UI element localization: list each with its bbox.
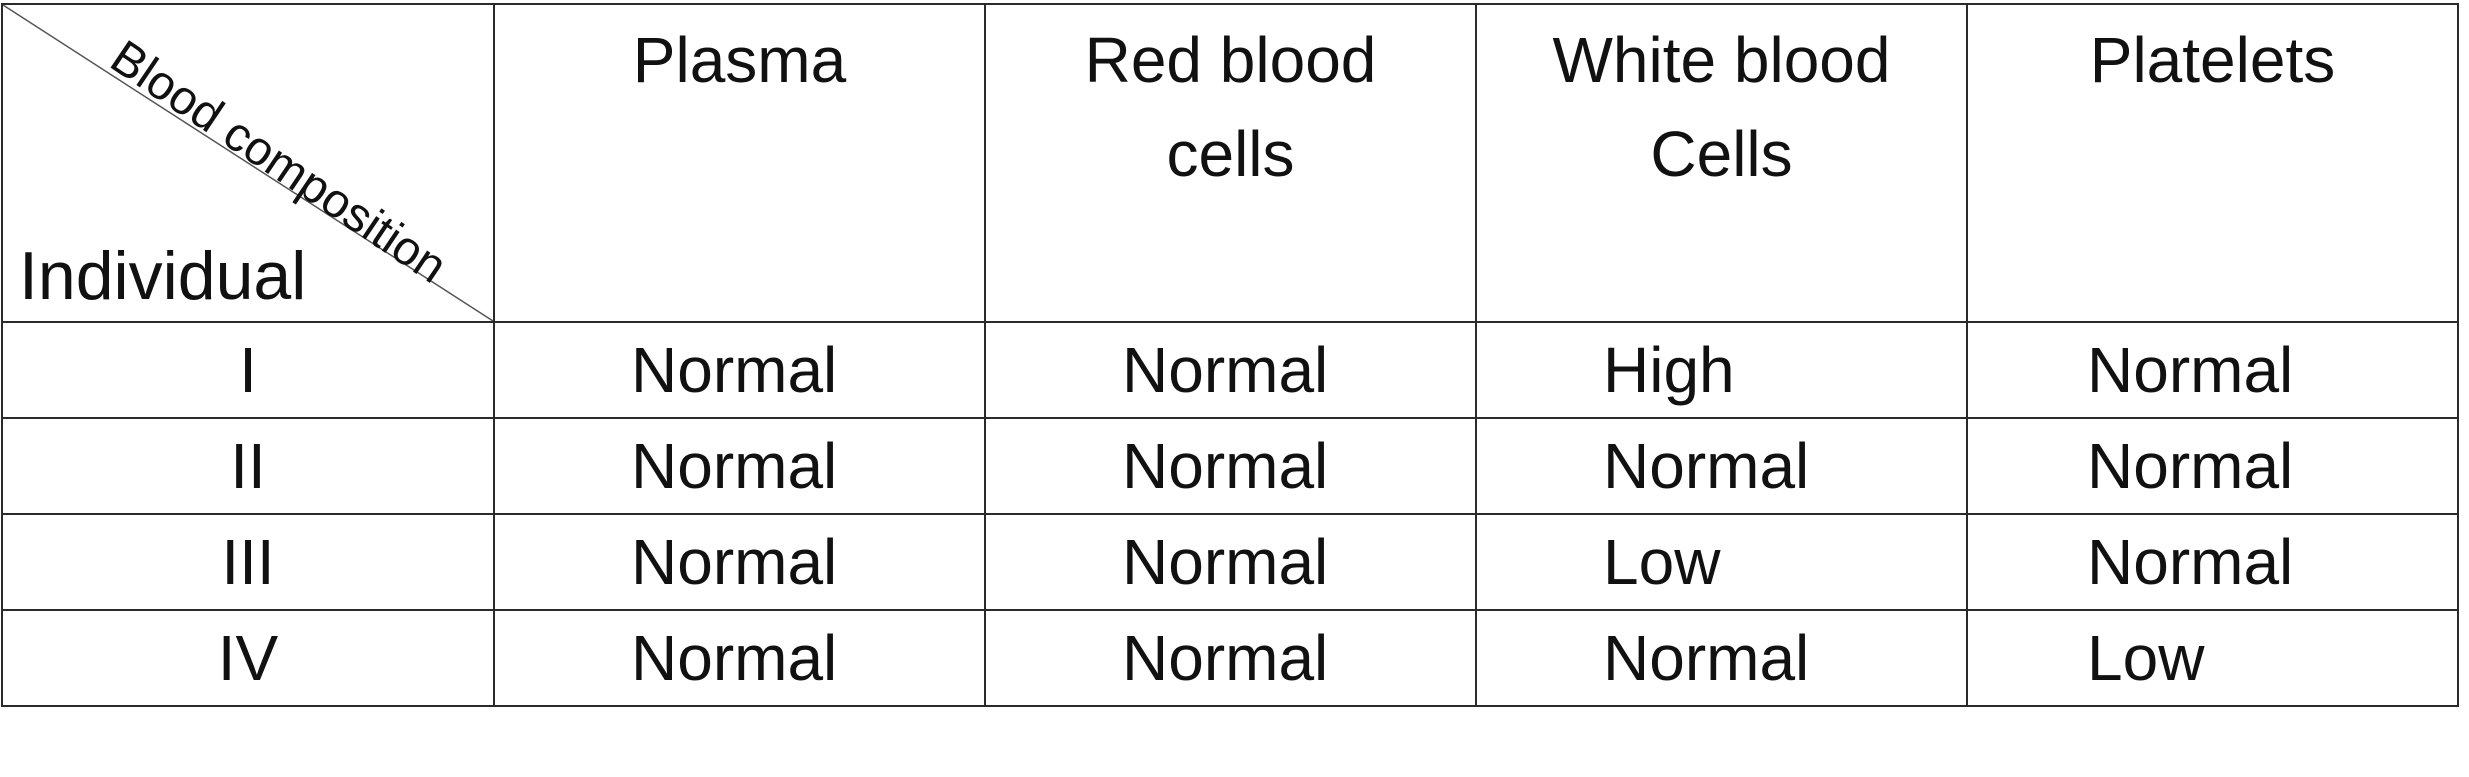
corner-header-cell: Blood composition Individual: [1, 3, 495, 323]
column-header-line2: cells: [1166, 118, 1295, 190]
table-row: I Normal Normal High Normal: [1, 321, 2459, 419]
column-header-plasma: Plasma: [493, 3, 986, 323]
blood-composition-table: Blood composition Individual Plasma Red …: [1, 3, 2459, 707]
column-header-line1: White blood: [1552, 24, 1891, 96]
column-header-red-blood-cells: Red blood cells: [984, 3, 1477, 323]
row-label-individual: I: [1, 321, 495, 419]
column-header-line1: Red blood: [1084, 24, 1377, 96]
header-row: Blood composition Individual Plasma Red …: [1, 3, 2459, 323]
cell-plasma: Normal: [493, 321, 986, 419]
cell-white-blood-cells: High: [1475, 321, 1968, 419]
cell-red-blood-cells: Normal: [984, 609, 1477, 707]
cell-plasma: Normal: [493, 417, 986, 515]
cell-plasma: Normal: [493, 513, 986, 611]
cell-plasma: Normal: [493, 609, 986, 707]
cell-platelets: Normal: [1966, 417, 2459, 515]
cell-red-blood-cells: Normal: [984, 321, 1477, 419]
cell-platelets: Normal: [1966, 513, 2459, 611]
table-row: II Normal Normal Normal Normal: [1, 417, 2459, 515]
column-header-white-blood-cells: White blood Cells: [1475, 3, 1968, 323]
cell-white-blood-cells: Normal: [1475, 417, 1968, 515]
cell-platelets: Normal: [1966, 321, 2459, 419]
diagonal-divider: [4, 6, 492, 320]
column-header-line1: Plasma: [632, 24, 847, 96]
cell-platelets: Low: [1966, 609, 2459, 707]
row-label-individual: II: [1, 417, 495, 515]
cell-white-blood-cells: Normal: [1475, 609, 1968, 707]
column-header-platelets: Platelets: [1966, 3, 2459, 323]
cell-red-blood-cells: Normal: [984, 513, 1477, 611]
column-header-line2: Cells: [1650, 118, 1793, 190]
cell-red-blood-cells: Normal: [984, 417, 1477, 515]
row-label-individual: IV: [1, 609, 495, 707]
row-label-individual: III: [1, 513, 495, 611]
table-row: III Normal Normal Low Normal: [1, 513, 2459, 611]
column-header-line1: Platelets: [2089, 24, 2336, 96]
cell-white-blood-cells: Low: [1475, 513, 1968, 611]
corner-row-axis-label: Individual: [19, 238, 307, 314]
table-row: IV Normal Normal Normal Low: [1, 609, 2459, 707]
